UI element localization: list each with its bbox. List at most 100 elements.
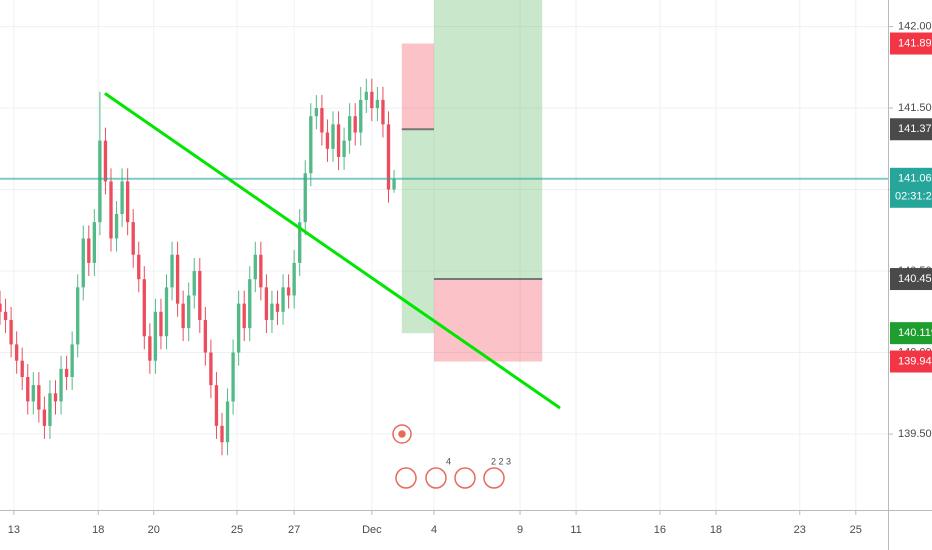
candle-body xyxy=(198,271,202,320)
candle-body xyxy=(125,181,130,223)
candle-body xyxy=(103,140,108,182)
candle-body xyxy=(70,344,74,377)
x-tick-label: 13 xyxy=(8,524,20,536)
profit-zone xyxy=(401,129,435,334)
price-tag-label: 140.119 xyxy=(898,327,932,339)
candle-body xyxy=(209,352,213,386)
candle-body xyxy=(131,222,135,255)
event-label: 2 2 3 xyxy=(491,456,511,466)
axes: 139.500140.000140.500141.000141.500142.0… xyxy=(8,20,932,536)
candle-body xyxy=(170,254,174,288)
candle-body xyxy=(370,91,374,109)
candle-body xyxy=(364,91,368,100)
x-tick-label: 18 xyxy=(92,524,104,536)
candle-body xyxy=(336,124,341,157)
candle-body xyxy=(53,393,58,402)
event-label: 4 xyxy=(446,456,451,466)
x-tick-label: 25 xyxy=(231,524,243,536)
candle-body xyxy=(353,116,357,133)
candle-body xyxy=(203,319,208,353)
price-tag xyxy=(890,118,932,141)
candle-body xyxy=(148,336,152,361)
event-icon xyxy=(483,467,505,489)
trendline xyxy=(104,92,561,410)
x-tick-label: 23 xyxy=(794,524,806,536)
loss-zone xyxy=(401,43,435,130)
candle-body xyxy=(0,303,2,312)
x-tick-label: 18 xyxy=(710,524,722,536)
x-tick-label: Dec xyxy=(362,524,382,536)
candle-body xyxy=(386,124,391,190)
x-tick-label: 11 xyxy=(570,524,581,536)
candle-body xyxy=(248,279,252,329)
candle-body xyxy=(342,140,346,157)
price-tag-label: 141.896 xyxy=(898,37,932,49)
candle-body xyxy=(181,303,185,329)
candle-body xyxy=(31,385,35,402)
countdown: 02:31:28 xyxy=(895,191,932,203)
candle-body xyxy=(64,368,69,377)
candle-body xyxy=(3,311,8,320)
price-tag xyxy=(890,167,932,208)
candle-body xyxy=(392,178,396,190)
event-icon xyxy=(392,424,412,444)
price-tag-label: 139.945 xyxy=(898,355,932,367)
candle-body xyxy=(59,368,63,402)
event-icon xyxy=(398,430,406,438)
x-tick-label: 16 xyxy=(654,524,666,536)
price-tag-label: 140.451 xyxy=(898,273,932,285)
candle-body xyxy=(92,222,97,263)
price-tag xyxy=(890,32,932,55)
candle-body xyxy=(314,108,319,117)
loss-zone xyxy=(434,279,543,362)
y-tick-label: 139.500 xyxy=(898,428,932,440)
price-tag-label: 141.370 xyxy=(898,123,932,135)
candle-body xyxy=(264,287,269,320)
candle-body xyxy=(120,181,124,215)
plot-area xyxy=(0,0,888,456)
candle-body xyxy=(192,271,196,296)
candle-body xyxy=(359,99,363,133)
candle-body xyxy=(142,279,146,337)
candle-body xyxy=(381,99,385,125)
candle-body xyxy=(325,132,330,149)
candle-body xyxy=(76,287,80,345)
price-tag-label: 141.066 xyxy=(898,173,932,185)
candle-body xyxy=(231,352,235,402)
candle-body xyxy=(187,295,191,329)
candle-body xyxy=(303,173,307,223)
candle-body xyxy=(164,287,169,337)
profit-zone xyxy=(434,0,543,280)
candle-body xyxy=(259,254,263,288)
candle-body xyxy=(42,409,47,426)
candle-body xyxy=(292,262,296,296)
candle-body xyxy=(298,222,302,263)
candle-body xyxy=(26,376,30,402)
candle-body xyxy=(98,140,102,223)
x-tick-label: 25 xyxy=(850,524,862,536)
event-icon xyxy=(454,467,476,489)
x-tick-label: 20 xyxy=(148,524,160,536)
candle-body xyxy=(48,393,52,426)
candle-body xyxy=(153,311,158,361)
candle-body xyxy=(253,254,257,280)
price-tag xyxy=(890,322,932,345)
candle-body xyxy=(347,116,352,141)
event-icon xyxy=(425,467,447,489)
event-icons xyxy=(392,424,505,489)
candle-body xyxy=(275,303,280,312)
candle-body xyxy=(242,303,246,329)
candle-body xyxy=(286,287,291,296)
candle-body xyxy=(270,303,274,320)
candle-body xyxy=(114,214,119,239)
candle-body xyxy=(159,311,163,337)
candle-body xyxy=(87,238,91,263)
candle-body xyxy=(109,181,113,239)
candle-body xyxy=(375,99,380,109)
candle-body xyxy=(20,360,24,377)
candle-body xyxy=(320,108,324,133)
candle-body xyxy=(175,254,180,304)
y-tick-label: 141.500 xyxy=(898,102,932,114)
